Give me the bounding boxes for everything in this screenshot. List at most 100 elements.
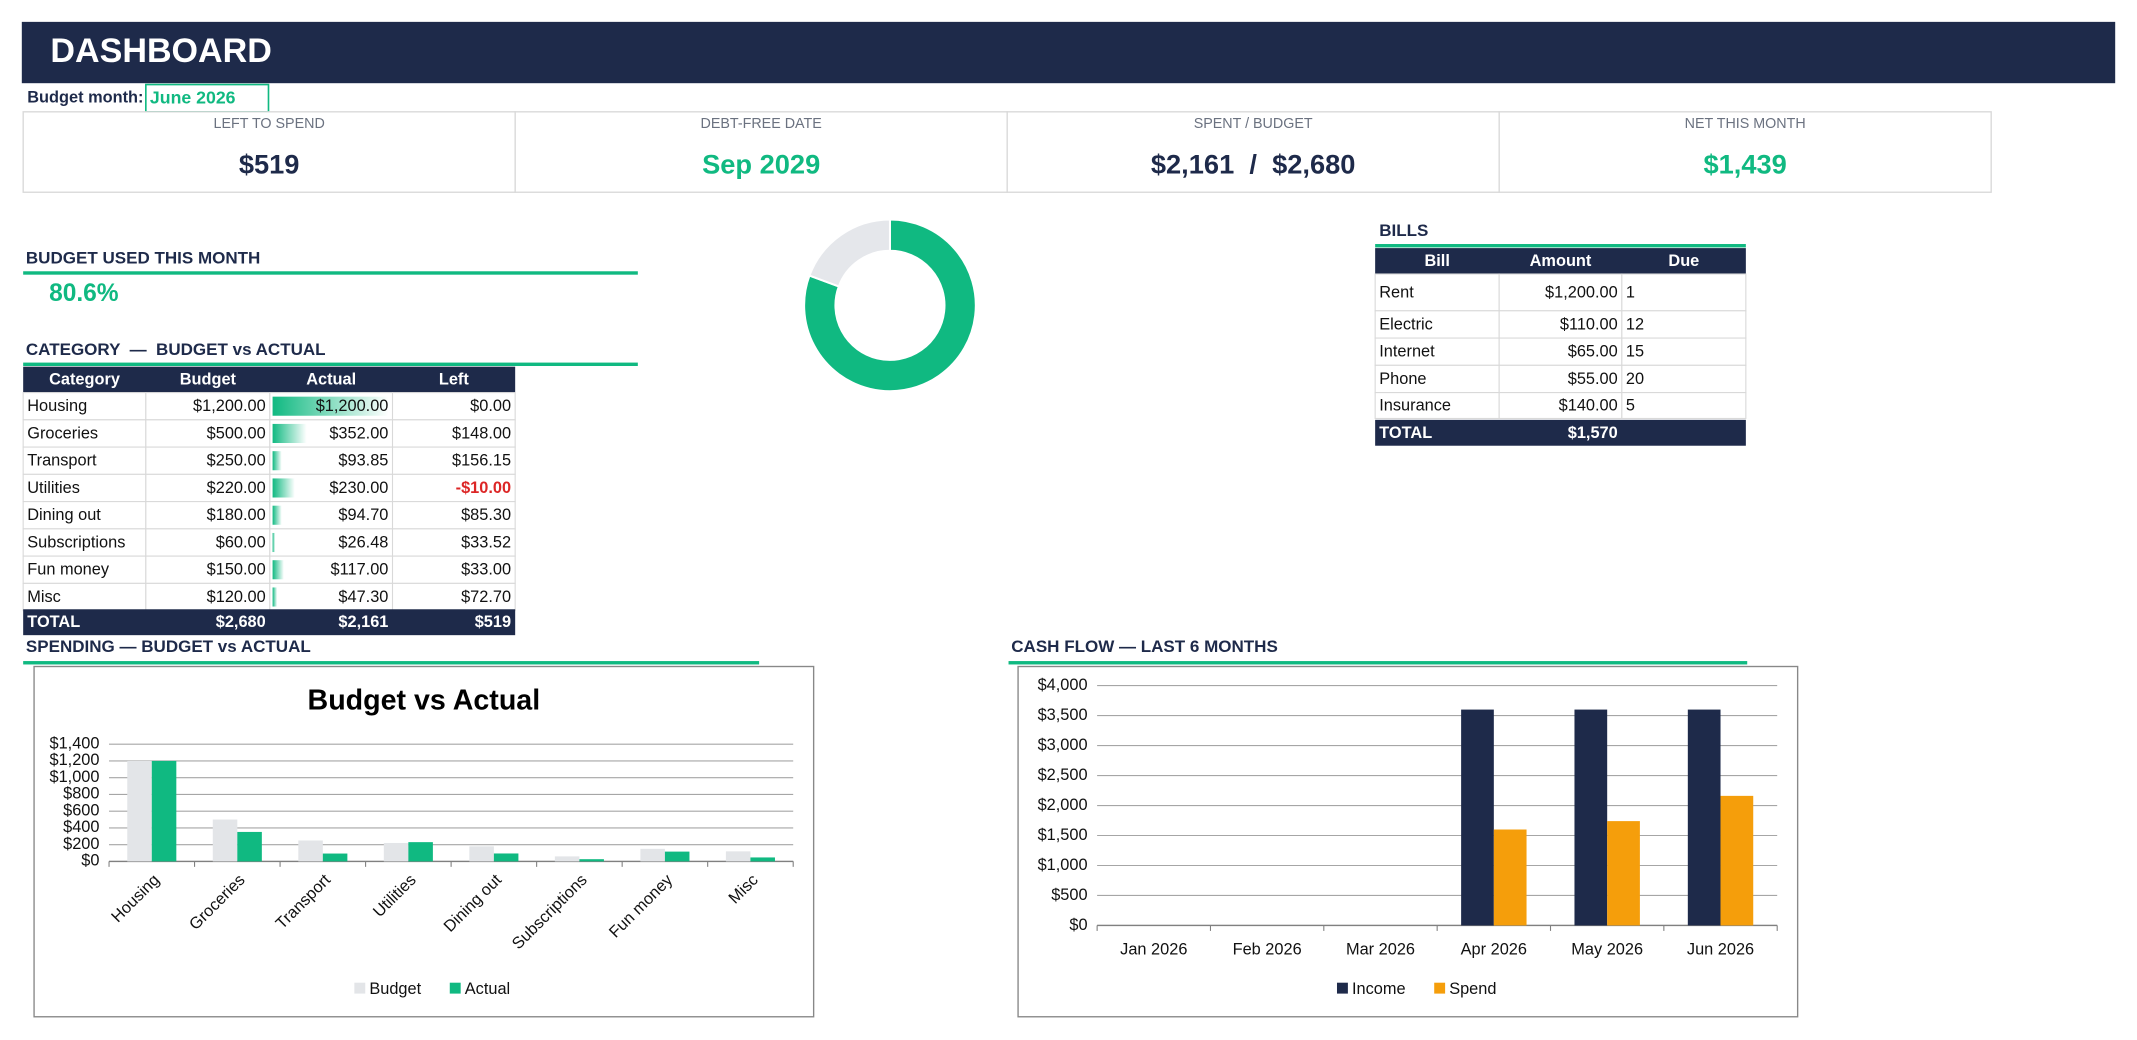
bar	[1687, 709, 1721, 926]
section-rule	[23, 362, 638, 366]
bar	[237, 831, 262, 862]
table-cell-text: Dining out	[27, 506, 101, 524]
bar	[579, 859, 604, 862]
bar	[151, 760, 177, 862]
table-cell	[1498, 273, 1623, 312]
total-cell: $2,680	[216, 613, 266, 631]
y-tick-label: $1,000	[49, 768, 99, 786]
table-cell-text: $60.00	[216, 533, 266, 551]
bar	[212, 819, 238, 862]
total-cell: $1,570	[1568, 424, 1618, 442]
table-cell	[269, 446, 394, 475]
table-header	[23, 366, 516, 393]
table-cell	[22, 446, 147, 475]
kpi-label: NET THIS MONTH	[1685, 116, 1806, 132]
bar	[127, 760, 152, 862]
table-cell-text: 12	[1626, 315, 1644, 333]
table-cell	[1374, 392, 1500, 420]
y-tick-label: $0	[81, 852, 99, 870]
section-title: BILLS	[1379, 221, 1428, 240]
table-cell	[391, 419, 516, 448]
bar	[1607, 821, 1640, 926]
column-header: Left	[439, 371, 470, 389]
table-cell	[1498, 310, 1623, 339]
section-title: SPENDING — BUDGET vs ACTUAL	[26, 637, 311, 656]
total-cell: TOTAL	[1379, 424, 1432, 442]
total-cell: $2,161	[338, 613, 388, 631]
table-cell	[145, 501, 271, 530]
kpi-card	[1006, 111, 1500, 193]
section-title: CATEGORY — BUDGET vs ACTUAL	[26, 340, 326, 359]
y-tick-label: $500	[1051, 886, 1087, 904]
table-cell-text: Groceries	[27, 424, 98, 442]
table-cell-text: $180.00	[207, 506, 266, 524]
bar	[725, 851, 751, 862]
chart-title: Budget vs Actual	[308, 685, 541, 717]
table-cell	[391, 392, 516, 421]
table-cell-text: $500.00	[207, 424, 266, 442]
table-cell-text: $65.00	[1568, 343, 1618, 361]
table-cell-text: $26.48	[338, 533, 388, 551]
section-rule	[23, 271, 638, 275]
data-bar	[272, 560, 284, 580]
data-bar	[272, 532, 276, 553]
table-cell-text: $1,200.00	[193, 397, 266, 415]
bar	[408, 842, 433, 862]
x-tick-label: Apr 2026	[1461, 940, 1527, 958]
table-cell-text: $55.00	[1568, 370, 1618, 388]
table-cell-text: $47.30	[338, 588, 388, 606]
bar	[664, 851, 690, 862]
bar	[383, 842, 409, 862]
table-cell-text: $156.15	[452, 452, 511, 470]
x-tick-label: May 2026	[1571, 940, 1643, 958]
kpi-value: $519	[239, 149, 300, 180]
bar	[322, 853, 348, 862]
table-cell-text: $1,200.00	[1545, 283, 1618, 301]
y-tick-label: $800	[63, 785, 99, 803]
table-cell-text: Misc	[27, 588, 61, 606]
kpi-card	[514, 111, 1008, 193]
table-cell-text: $150.00	[207, 561, 266, 579]
bar	[469, 846, 494, 862]
data-bar	[272, 478, 295, 498]
table-cell-text: $110.00	[1560, 315, 1618, 333]
section-title: CASH FLOW — LAST 6 MONTHS	[1011, 637, 1278, 656]
x-tick-label: Mar 2026	[1346, 940, 1415, 958]
table-cell	[1498, 364, 1623, 394]
bar	[298, 840, 323, 862]
column-header: Due	[1668, 252, 1699, 270]
y-tick-label: $0	[1069, 916, 1087, 934]
kpi-label: LEFT TO SPEND	[214, 116, 325, 132]
table-cell	[1621, 392, 1747, 420]
kpi-card	[22, 111, 516, 193]
data-bar	[272, 587, 278, 607]
table-cell-text: $250.00	[207, 452, 266, 470]
total-cell: TOTAL	[27, 613, 80, 631]
table-cell	[145, 528, 271, 557]
data-bar	[272, 451, 282, 471]
table-cell-text: $1,200.00	[316, 397, 389, 415]
column-header: Actual	[306, 371, 356, 389]
table-cell	[1621, 273, 1747, 312]
data-bar	[272, 505, 282, 525]
column-header: Amount	[1530, 252, 1592, 270]
table-cell	[391, 582, 516, 612]
y-tick-label: $200	[63, 835, 99, 853]
total-cell: $519	[475, 613, 511, 631]
table-cell-text: Subscriptions	[27, 533, 125, 551]
table-cell-text: $85.30	[461, 506, 511, 524]
y-tick-label: $1,200	[49, 751, 99, 769]
table-header	[1375, 248, 1746, 274]
budget-month-cell[interactable]	[145, 83, 270, 113]
header-bar	[21, 21, 2116, 84]
donut-segment	[808, 218, 891, 288]
table-cell-text: $94.70	[338, 506, 388, 524]
table-cell-text: $140.00	[1559, 397, 1618, 415]
table-cell-text: $120.00	[207, 588, 266, 606]
table-cell-text: $33.52	[461, 533, 511, 551]
table-cell-text: $117.00	[331, 561, 389, 579]
budget-month: June 2026	[150, 88, 236, 108]
table-cell-text: 5	[1626, 397, 1635, 415]
x-tick-label: Jun 2026	[1687, 940, 1754, 958]
